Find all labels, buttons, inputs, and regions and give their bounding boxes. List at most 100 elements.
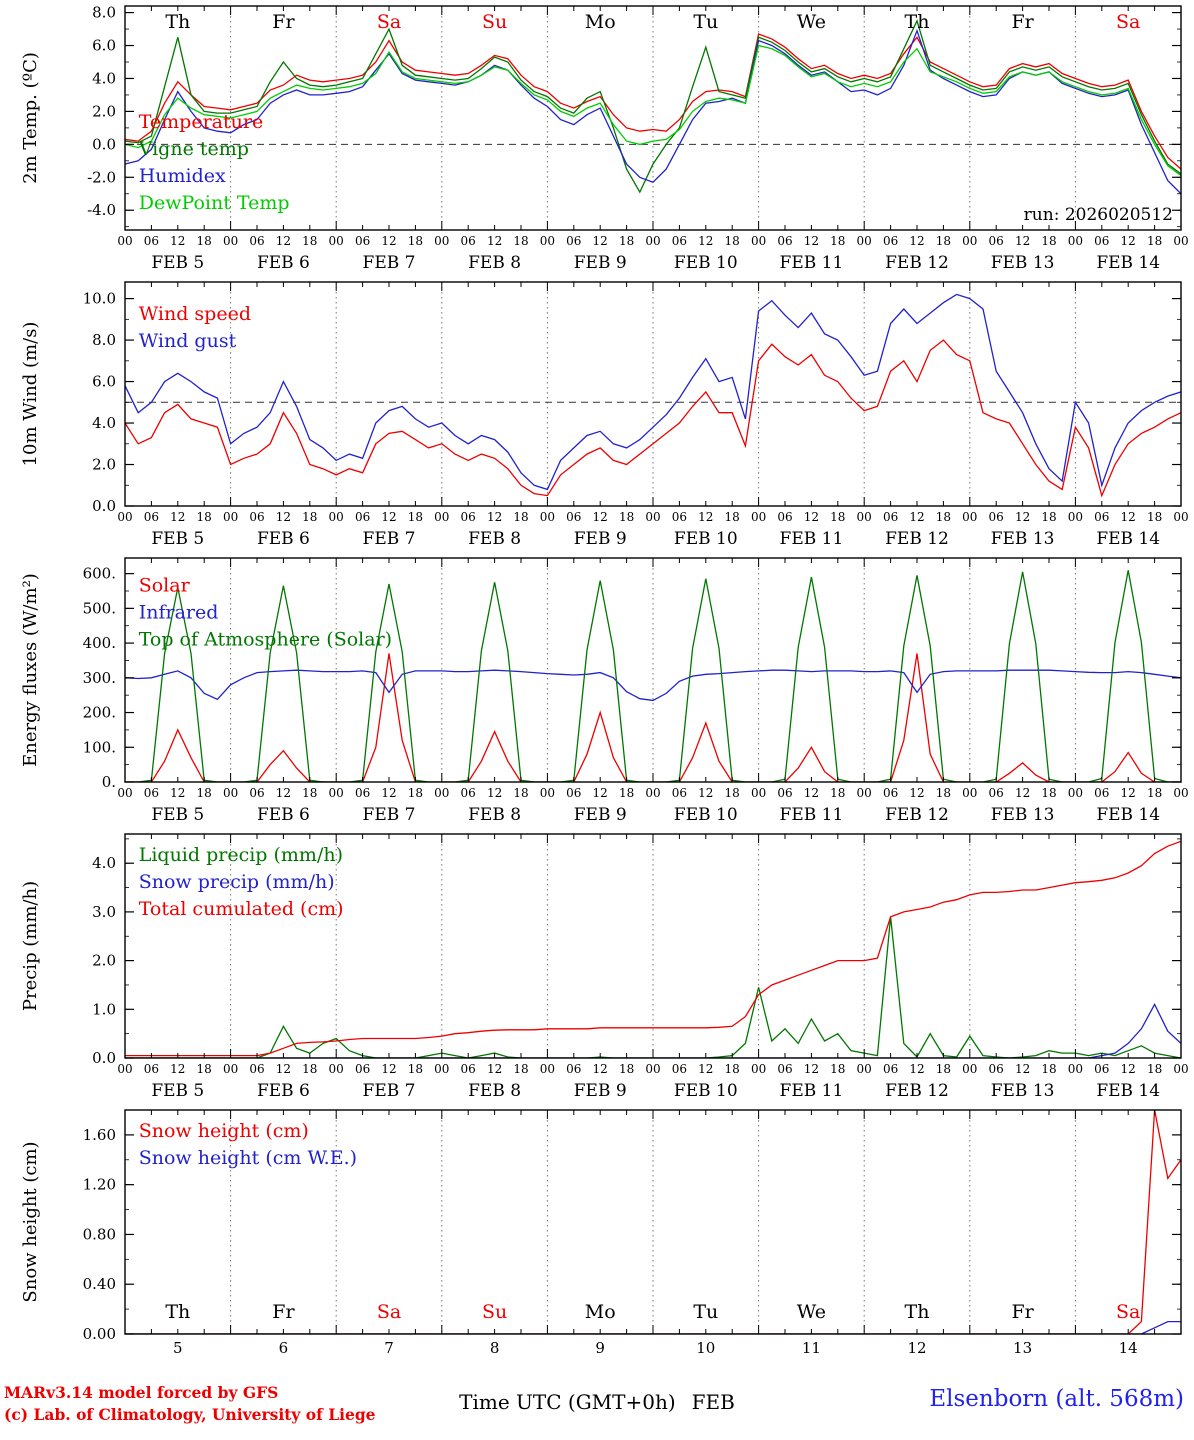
svg-text:10.0: 10.0 xyxy=(83,290,116,308)
svg-text:18: 18 xyxy=(197,510,212,524)
svg-text:06: 06 xyxy=(989,510,1004,524)
svg-text:00: 00 xyxy=(540,786,555,800)
svg-text:FEB 6: FEB 6 xyxy=(257,529,310,549)
svg-text:18: 18 xyxy=(936,1062,951,1076)
credit-line2: (c) Lab. of Climatology, University of L… xyxy=(4,1405,376,1425)
svg-text:FEB 5: FEB 5 xyxy=(151,529,204,549)
svg-text:12: 12 xyxy=(909,510,924,524)
svg-text:00: 00 xyxy=(962,234,977,248)
svg-text:Precip (mm/h): Precip (mm/h) xyxy=(20,881,41,1011)
svg-text:12: 12 xyxy=(593,1062,608,1076)
svg-text:06: 06 xyxy=(883,786,898,800)
svg-text:12: 12 xyxy=(804,1062,819,1076)
svg-text:4.0: 4.0 xyxy=(92,69,116,87)
svg-text:FEB 7: FEB 7 xyxy=(363,253,416,273)
svg-text:6: 6 xyxy=(279,1339,289,1357)
svg-text:00: 00 xyxy=(857,234,872,248)
svg-text:1.0: 1.0 xyxy=(92,1000,116,1018)
svg-text:600.: 600. xyxy=(83,565,116,583)
panel-snow-height: 1.60 1.20 0.80 0.40 0.00 5 6 7 8 9 10 11 12 13 14 Th Fr S… xyxy=(0,1104,1194,1380)
svg-text:6.0: 6.0 xyxy=(92,373,116,391)
svg-text:06: 06 xyxy=(989,786,1004,800)
svg-text:12: 12 xyxy=(909,234,924,248)
svg-text:18: 18 xyxy=(302,786,317,800)
svg-text:12: 12 xyxy=(1015,234,1030,248)
svg-text:FEB 10: FEB 10 xyxy=(674,253,738,273)
svg-text:5: 5 xyxy=(173,1339,183,1357)
svg-text:18: 18 xyxy=(1147,1062,1162,1076)
svg-text:18: 18 xyxy=(725,786,740,800)
svg-text:FEB 13: FEB 13 xyxy=(991,529,1055,549)
svg-text:Snow height (cm W.E.): Snow height (cm W.E.) xyxy=(139,1147,357,1169)
svg-text:00: 00 xyxy=(751,234,766,248)
wind-chart: 10.08.06.04.02.00.000 06 12 18 00 06 12 18 00 06 1… xyxy=(20,281,1189,549)
svg-text:12: 12 xyxy=(698,786,713,800)
svg-text:18: 18 xyxy=(619,1062,634,1076)
svg-text:00: 00 xyxy=(1068,510,1083,524)
svg-text:FEB 13: FEB 13 xyxy=(991,805,1055,825)
svg-text:12: 12 xyxy=(1121,510,1136,524)
svg-text:12: 12 xyxy=(698,510,713,524)
svg-text:FEB 6: FEB 6 xyxy=(257,805,310,825)
svg-text:FEB 11: FEB 11 xyxy=(780,529,844,549)
svg-text:18: 18 xyxy=(619,234,634,248)
svg-text:FEB 9: FEB 9 xyxy=(574,253,627,273)
svg-text:Sa: Sa xyxy=(1116,11,1140,33)
svg-text:Snow height (cm): Snow height (cm) xyxy=(20,1141,41,1302)
month-label: FEB xyxy=(691,1390,735,1414)
svg-text:0.80: 0.80 xyxy=(83,1225,116,1243)
svg-text:06: 06 xyxy=(566,510,581,524)
svg-text:Sa: Sa xyxy=(1116,1301,1140,1323)
svg-text:Su: Su xyxy=(482,11,507,33)
svg-text:3.0: 3.0 xyxy=(92,903,116,921)
svg-text:run: 2026020512: run: 2026020512 xyxy=(1024,205,1173,225)
svg-text:500.: 500. xyxy=(83,599,116,617)
svg-text:00: 00 xyxy=(117,234,132,248)
svg-text:18: 18 xyxy=(830,234,845,248)
svg-text:00: 00 xyxy=(540,1062,555,1076)
svg-text:06: 06 xyxy=(1094,1062,1109,1076)
svg-text:00: 00 xyxy=(1173,510,1188,524)
svg-text:06: 06 xyxy=(249,234,264,248)
svg-text:06: 06 xyxy=(461,786,476,800)
svg-text:12: 12 xyxy=(909,1062,924,1076)
svg-text:Snow precip (mm/h): Snow precip (mm/h) xyxy=(139,871,335,893)
svg-text:18: 18 xyxy=(408,786,423,800)
svg-text:12: 12 xyxy=(1121,234,1136,248)
svg-text:18: 18 xyxy=(302,510,317,524)
svg-text:12: 12 xyxy=(276,234,291,248)
svg-text:18: 18 xyxy=(513,1062,528,1076)
svg-text:06: 06 xyxy=(249,510,264,524)
svg-text:9: 9 xyxy=(595,1339,605,1357)
svg-text:-2.0: -2.0 xyxy=(87,168,116,186)
svg-text:12: 12 xyxy=(487,510,502,524)
svg-text:2m Temp. (ºC): 2m Temp. (ºC) xyxy=(20,52,41,184)
svg-text:06: 06 xyxy=(777,786,792,800)
svg-text:00: 00 xyxy=(329,1062,344,1076)
svg-text:1.20: 1.20 xyxy=(83,1176,116,1194)
svg-text:11: 11 xyxy=(802,1339,821,1357)
svg-text:00: 00 xyxy=(1068,786,1083,800)
svg-text:12: 12 xyxy=(1121,1062,1136,1076)
svg-text:06: 06 xyxy=(461,234,476,248)
svg-text:12: 12 xyxy=(698,234,713,248)
svg-text:00: 00 xyxy=(962,1062,977,1076)
credit-line1: MARv3.14 model forced by GFS xyxy=(4,1383,279,1402)
svg-text:FEB 13: FEB 13 xyxy=(991,1081,1055,1101)
svg-text:06: 06 xyxy=(566,786,581,800)
svg-text:FEB 11: FEB 11 xyxy=(780,805,844,825)
svg-text:4.0: 4.0 xyxy=(92,854,116,872)
svg-text:12: 12 xyxy=(804,234,819,248)
time-utc-label: Time UTC (GMT+0h) xyxy=(459,1390,676,1414)
energy-fluxes-chart: 600.500.400.300.200.100.0.00 06 12 18 00 06 12… xyxy=(20,557,1189,825)
temperature-chart: 8.0 6.0 4.0 2.0 0.0 -2.0 -4.0 00 06 12 18 00 06 12 18 0… xyxy=(20,4,1189,273)
svg-text:We: We xyxy=(797,11,826,33)
svg-text:Energy fluxes (W/m²): Energy fluxes (W/m²) xyxy=(20,573,41,767)
svg-text:18: 18 xyxy=(830,510,845,524)
svg-text:0.: 0. xyxy=(102,773,116,791)
svg-text:FEB 12: FEB 12 xyxy=(885,1081,949,1101)
svg-text:100.: 100. xyxy=(83,738,116,756)
svg-text:12: 12 xyxy=(698,1062,713,1076)
svg-text:8.0: 8.0 xyxy=(92,4,116,22)
svg-text:10: 10 xyxy=(696,1339,715,1357)
